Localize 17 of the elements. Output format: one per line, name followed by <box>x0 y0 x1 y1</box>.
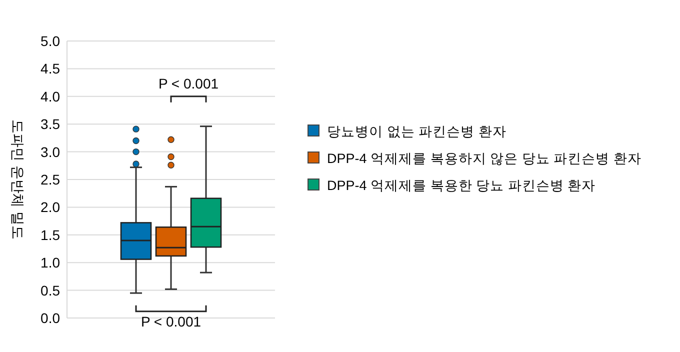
legend-label: 당뇨병이 없는 파킨슨병 환자 <box>327 124 506 139</box>
y-tick-label: 0.5 <box>40 282 60 298</box>
y-axis-title: 도파민 운반체 밀도 <box>10 120 26 240</box>
y-tick-label: 4.5 <box>40 60 60 77</box>
y-tick-label: 3.5 <box>40 116 60 132</box>
legend-label: DPP-4 억제제를 복용하지 않은 당뇨 파킨슨병 환자 <box>327 151 642 166</box>
y-tick-label: 2.5 <box>40 172 60 188</box>
y-tick-label: 0.0 <box>40 310 60 326</box>
y-tick-label: 1.0 <box>40 254 60 271</box>
y-tick-label: 3.0 <box>40 144 60 160</box>
annotation: P < 0.001 <box>158 75 219 92</box>
y-tick-label: 1.5 <box>40 226 60 243</box>
y-tick-label: 4.0 <box>40 88 60 104</box>
y-tick-label: 5.0 <box>40 33 60 49</box>
annotation: P < 0.001 <box>140 313 202 330</box>
legend-label: DPP-4 억제제를 복용한 당뇨 파킨슨병 환자 <box>327 178 596 193</box>
y-tick-label: 2.0 <box>40 199 60 216</box>
